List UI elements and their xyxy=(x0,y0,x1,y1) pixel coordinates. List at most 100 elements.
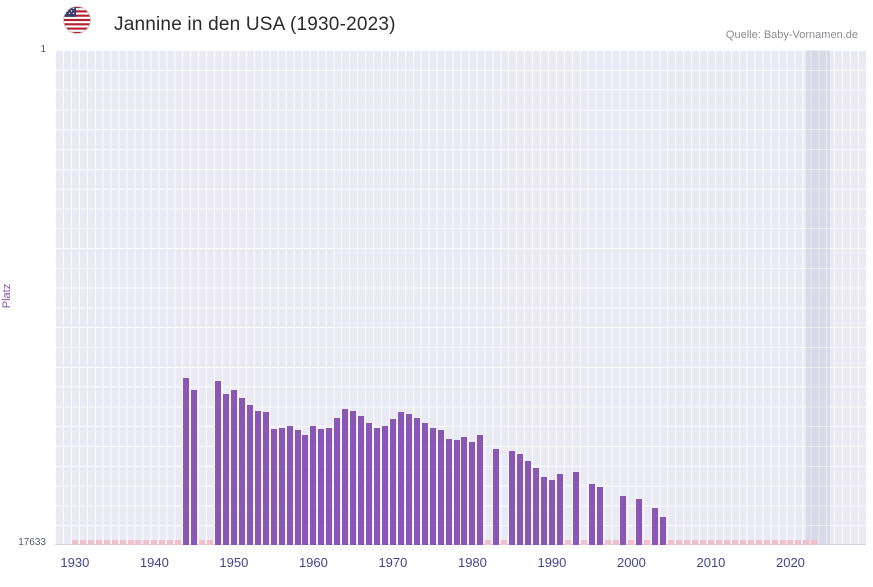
rank-bar[interactable] xyxy=(461,437,468,545)
no-data-marker[interactable] xyxy=(771,540,778,545)
rank-bar[interactable] xyxy=(238,398,245,545)
no-data-marker[interactable] xyxy=(580,540,587,545)
no-data-marker[interactable] xyxy=(803,540,810,545)
rank-bar[interactable] xyxy=(596,486,603,545)
rank-bar[interactable] xyxy=(183,378,190,545)
no-data-marker[interactable] xyxy=(564,540,571,545)
no-data-marker[interactable] xyxy=(95,540,102,545)
no-data-marker[interactable] xyxy=(811,540,818,545)
no-data-marker[interactable] xyxy=(111,540,118,545)
rank-bar[interactable] xyxy=(533,468,540,545)
rank-bar[interactable] xyxy=(572,472,579,545)
rank-bar[interactable] xyxy=(334,417,341,545)
no-data-marker[interactable] xyxy=(159,540,166,545)
rank-bar[interactable] xyxy=(358,416,365,545)
rank-bar[interactable] xyxy=(318,428,325,545)
no-data-marker[interactable] xyxy=(739,540,746,545)
rank-bar[interactable] xyxy=(366,423,373,545)
rank-bar[interactable] xyxy=(477,434,484,545)
no-data-marker[interactable] xyxy=(676,540,683,545)
no-data-marker[interactable] xyxy=(700,540,706,545)
no-data-marker[interactable] xyxy=(167,540,174,545)
rank-bar[interactable] xyxy=(509,451,516,545)
no-data-marker[interactable] xyxy=(731,540,738,545)
current-year-band xyxy=(806,50,831,544)
rank-bar[interactable] xyxy=(525,461,532,545)
rank-bar[interactable] xyxy=(270,428,277,545)
rank-bar[interactable] xyxy=(286,426,293,545)
no-data-marker[interactable] xyxy=(135,540,142,545)
rank-bar[interactable] xyxy=(342,409,349,545)
no-data-marker[interactable] xyxy=(151,540,158,545)
rank-bar[interactable] xyxy=(652,507,659,545)
rank-bar[interactable] xyxy=(620,496,627,545)
us-flag-icon xyxy=(63,6,91,34)
no-data-marker[interactable] xyxy=(207,540,214,545)
no-data-marker[interactable] xyxy=(723,540,730,545)
no-data-marker[interactable] xyxy=(175,540,182,545)
no-data-marker[interactable] xyxy=(71,540,78,545)
rank-bar[interactable] xyxy=(350,410,357,545)
rank-bar[interactable] xyxy=(405,413,412,545)
rank-bar[interactable] xyxy=(278,427,285,545)
x-tick-label: 1960 xyxy=(298,555,328,570)
no-data-marker[interactable] xyxy=(103,540,110,545)
rank-bar[interactable] xyxy=(636,499,643,545)
rank-bar[interactable] xyxy=(421,423,428,545)
no-data-marker[interactable] xyxy=(755,540,762,545)
no-data-marker[interactable] xyxy=(199,540,206,545)
x-tick-label: 2020 xyxy=(775,555,805,570)
rank-bar[interactable] xyxy=(445,438,452,545)
no-data-marker[interactable] xyxy=(787,540,794,545)
no-data-marker[interactable] xyxy=(127,540,134,545)
rank-bar[interactable] xyxy=(437,430,444,545)
rank-bar[interactable] xyxy=(493,448,500,545)
no-data-marker[interactable] xyxy=(501,540,508,545)
rank-bar[interactable] xyxy=(310,426,317,545)
no-data-marker[interactable] xyxy=(692,540,699,545)
rank-bar[interactable] xyxy=(262,412,269,545)
no-data-marker[interactable] xyxy=(747,540,754,545)
rank-bar[interactable] xyxy=(222,393,229,545)
rank-bar[interactable] xyxy=(469,441,476,545)
rank-bar[interactable] xyxy=(294,430,301,545)
y-axis-top-label: 1 xyxy=(40,44,46,55)
no-data-marker[interactable] xyxy=(119,540,126,545)
rank-bar[interactable] xyxy=(246,405,253,545)
rank-bar[interactable] xyxy=(556,473,563,545)
rank-bar[interactable] xyxy=(230,389,237,545)
rank-bar[interactable] xyxy=(660,517,667,545)
rank-bar[interactable] xyxy=(588,483,595,545)
no-data-marker[interactable] xyxy=(715,540,722,545)
no-data-marker[interactable] xyxy=(612,540,619,545)
no-data-marker[interactable] xyxy=(684,540,691,545)
rank-bar[interactable] xyxy=(429,427,436,545)
rank-bar[interactable] xyxy=(374,427,380,545)
rank-bar[interactable] xyxy=(381,426,388,545)
no-data-marker[interactable] xyxy=(143,540,150,545)
rank-bar[interactable] xyxy=(517,454,524,545)
rank-bar[interactable] xyxy=(191,389,198,545)
rank-bar[interactable] xyxy=(540,476,547,545)
rank-bar[interactable] xyxy=(413,417,420,545)
rank-bar[interactable] xyxy=(254,410,261,545)
no-data-marker[interactable] xyxy=(628,540,635,545)
no-data-marker[interactable] xyxy=(763,540,770,545)
no-data-marker[interactable] xyxy=(604,540,611,545)
rank-bar[interactable] xyxy=(389,419,396,545)
plot-area[interactable] xyxy=(55,50,866,545)
rank-bar[interactable] xyxy=(214,381,221,545)
rank-bar[interactable] xyxy=(453,440,460,545)
rank-bar[interactable] xyxy=(326,427,333,545)
rank-bar[interactable] xyxy=(397,412,404,545)
no-data-marker[interactable] xyxy=(795,540,802,545)
no-data-marker[interactable] xyxy=(485,540,492,545)
rank-bar[interactable] xyxy=(302,434,309,545)
no-data-marker[interactable] xyxy=(644,540,651,545)
no-data-marker[interactable] xyxy=(79,540,86,545)
no-data-marker[interactable] xyxy=(707,540,714,545)
no-data-marker[interactable] xyxy=(668,540,675,545)
no-data-marker[interactable] xyxy=(779,540,786,545)
no-data-marker[interactable] xyxy=(87,540,94,545)
rank-bar[interactable] xyxy=(548,479,555,545)
